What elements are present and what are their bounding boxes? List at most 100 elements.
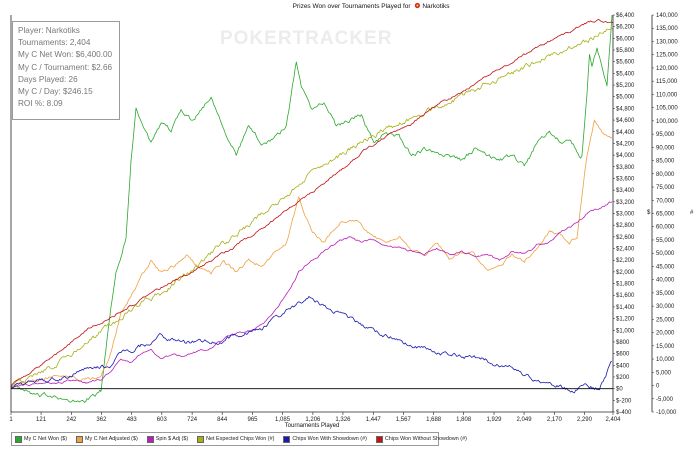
legend-swatch [15,435,22,443]
stat-per-tournament: My C / Tournament: $2.66 [18,62,113,72]
left-tick-label: $3,200 [616,200,635,206]
x-tick-label: 1,808 [456,417,472,423]
x-tick-label: 2,049 [517,417,533,423]
x-tick-label: 1,929 [486,417,502,423]
left-tick-label: $0 [616,387,623,393]
series-line [10,201,613,390]
legend-item: Net Expected Chips Won (#) [197,435,275,443]
x-tick-label: 1,688 [426,417,442,423]
x-tick-label: 1,206 [305,417,321,423]
left-tick-label: $3,800 [616,165,635,171]
x-tick-label: 2,290 [577,417,593,423]
x-tick-label: 603 [157,417,168,423]
right-tick-label: 30,000 [656,304,675,310]
left-tick-label: $4,800 [616,106,635,112]
left-tick-label: $400 [616,363,630,369]
left-axis-title: $ [647,210,651,216]
left-tick-label: $5,000 [616,95,635,101]
x-tick-label: 1 [9,417,13,423]
left-tick-label: $1,600 [616,293,635,299]
series-line [10,19,614,387]
right-axis-title: # [690,210,694,216]
left-tick-label: $4,400 [616,130,635,136]
right-tick-label: 0 [656,384,660,390]
legend-swatch [375,435,383,443]
left-tick-label: $3,000 [616,212,635,218]
series-line [10,295,613,394]
x-tick-label: 1,567 [396,417,412,423]
chart-title-text: Prizes Won over Tournaments Played for [293,3,412,10]
legend-label: Chips Won Without Showdown (#) [384,436,467,442]
legend-label: My C Net Won ($) [24,436,68,442]
stat-roi: ROI %: 8.09 [18,99,63,109]
left-tick-label: $3,400 [616,188,635,194]
right-tick-label: 130,000 [656,39,678,45]
legend-label: My C Net Adjusted ($) [85,436,138,442]
left-tick-label: $2,200 [616,258,635,264]
axes: 1 121 242 362 483 603 724 844 965 1,085 1,206 1,326… [9,13,678,423]
right-tick-label: 95,000 [656,132,675,138]
chart-title-player: Narkotiks [422,3,450,10]
x-tick-label: 2,404 [605,417,621,423]
right-tick-label: -5,000 [656,397,674,403]
right-tick-label: 100,000 [656,119,678,125]
legend-swatch [197,435,205,443]
left-tick-label: $5,400 [616,71,635,77]
legend-label: Spin $ Adj ($) [155,436,189,442]
left-tick-label: $2,000 [616,270,635,276]
x-tick-label: 483 [127,417,138,423]
right-tick-label: 140,000 [656,13,678,19]
right-tick-label: 5,000 [656,370,672,376]
legend-label: Net Expected Chips Won (#) [206,436,275,442]
right-tick-label: 60,000 [656,225,675,231]
x-tick-label: 1,326 [335,417,351,423]
left-tick-label: $1,800 [616,282,635,288]
stat-net-won: My C Net Won: $6,400.00 [18,50,113,60]
legend-label: Chips Won With Showdown (#) [292,436,367,442]
left-tick-label: $600 [616,352,630,358]
left-tick-label: $2,600 [616,235,635,241]
right-tick-label: 85,000 [656,159,675,165]
legend-item: Chips Won Without Showdown (#) [375,435,467,443]
left-tick-label: $6,200 [616,25,635,31]
right-tick-label: 65,000 [656,212,675,218]
left-tick-label: $1,000 [616,328,635,334]
left-tick-label: $1,400 [616,305,635,311]
right-tick-label: 10,000 [656,357,675,363]
left-tick-label: $6,400 [616,13,635,19]
legend-swatch [146,435,154,443]
stat-player: Player: Narkotiks [18,26,80,35]
legend-item: Chips Won With Showdown (#) [283,435,367,443]
x-tick-label: 1,085 [275,417,291,423]
x-tick-label: 242 [66,417,77,423]
legend-item: My C Net Adjusted ($) [76,435,138,443]
left-tick-label: $1,200 [616,317,635,323]
chart-title: Prizes Won over Tournaments Played for [293,3,412,10]
right-tick-label: 35,000 [656,291,675,297]
legend-item: My C Net Won ($) [15,435,68,443]
left-tick-label: $4,200 [616,141,635,147]
series-line [10,14,613,403]
player-flag-icon [414,2,420,9]
right-tick-label: 15,000 [656,344,675,350]
right-tick-label: 40,000 [656,278,675,284]
left-tick-label: $3,600 [616,176,635,182]
left-tick-label: $4,000 [616,153,635,159]
right-tick-label: 115,000 [656,79,678,85]
left-tick-label: $200 [616,375,630,381]
legend-item: Spin $ Adj ($) [146,435,189,443]
left-tick-label: $5,800 [616,48,635,54]
right-tick-label: 110,000 [656,92,678,98]
series-line [10,119,613,388]
x-axis-title: Tournaments Played [285,423,340,429]
stat-days-played: Days Played: 26 [18,74,78,84]
stat-per-day: My C / Day: $246.15 [18,87,93,97]
stats-box: Player: Narkotiks Tournaments: 2,404 My … [12,21,120,120]
right-tick-label: 70,000 [656,198,675,204]
right-tick-label: 20,000 [656,331,675,337]
right-tick-label: 80,000 [656,172,675,178]
watermark: POKERTRACKER [220,28,393,49]
right-tick-label: 125,000 [656,53,678,59]
legend-swatch [283,435,291,443]
